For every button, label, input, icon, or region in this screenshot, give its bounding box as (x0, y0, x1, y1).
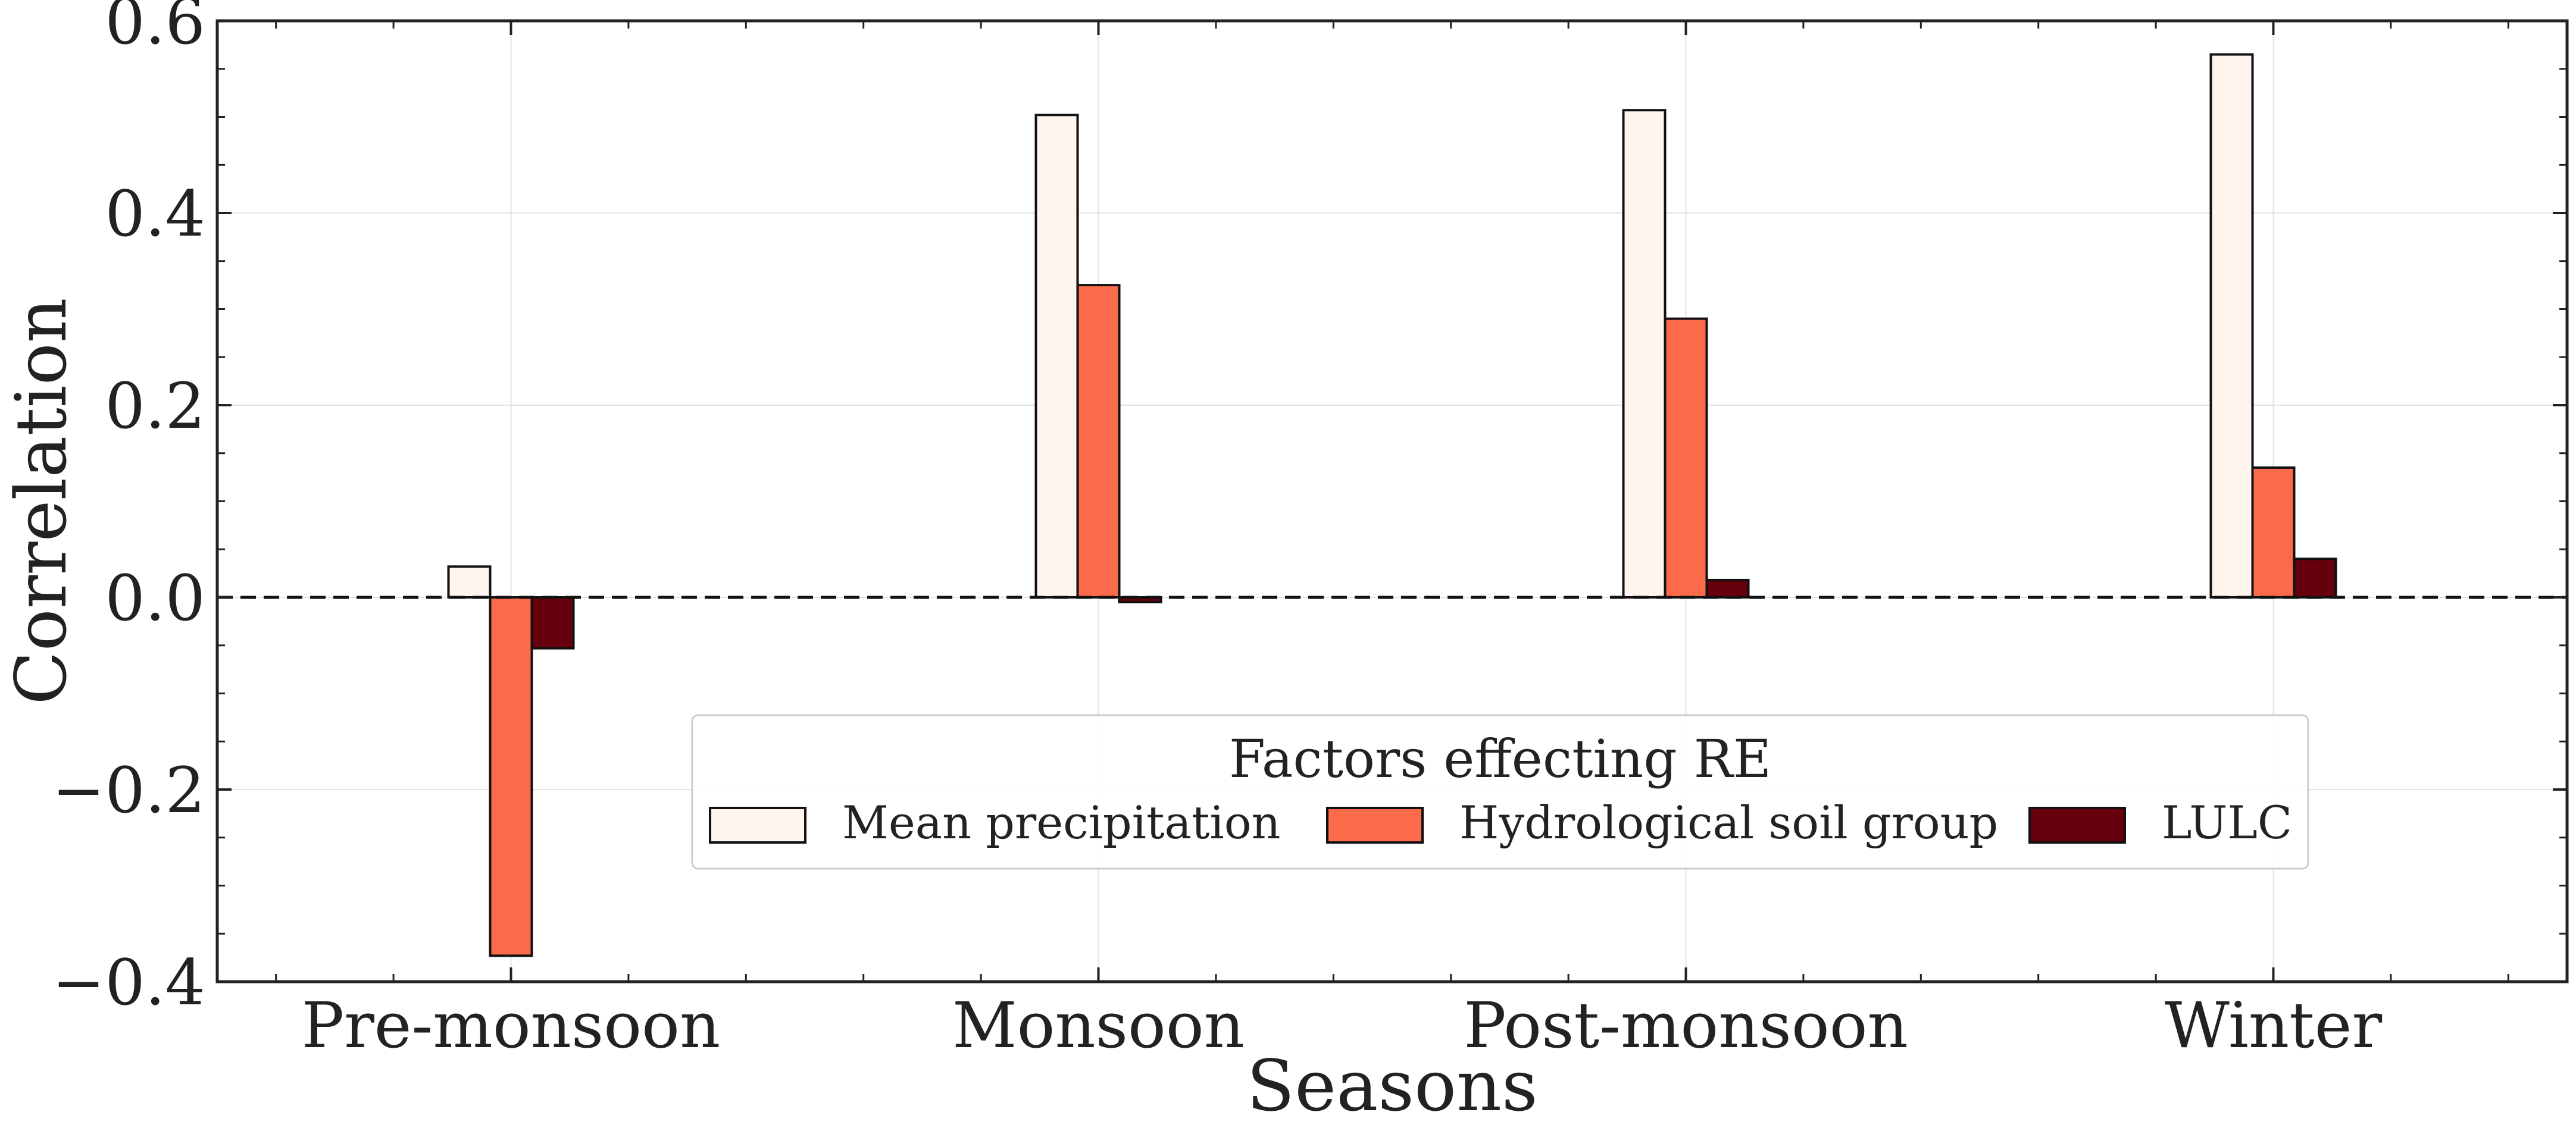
y-tick-label: −0.2 (52, 754, 205, 827)
legend-swatch (709, 807, 806, 844)
legend-entry: LULC (2028, 796, 2292, 849)
y-tick-label: 0.2 (105, 369, 205, 443)
bar (1076, 284, 1121, 599)
bar (2293, 557, 2337, 599)
x-tick-label: Pre-monsoon (302, 989, 720, 1062)
legend-title: Factors effecting RE (1229, 728, 1771, 790)
legend-entry: Mean precipitation (709, 796, 1280, 849)
legend-swatch (2028, 807, 2126, 844)
legend-label: Hydrological soil group (1459, 796, 1998, 849)
legend-entry: Hydrological soil group (1326, 796, 1998, 849)
legend: Factors effecting RE Mean precipitation H… (691, 714, 2309, 870)
x-axis-title: Seasons (1246, 1045, 1537, 1127)
legend-swatch (1326, 807, 1424, 844)
bar (530, 596, 575, 650)
ticks-layer: −0.4 −0.2 0.0 0.2 0.4 0.6 Pre-monsoon Monsoon Po… (52, 0, 2567, 1062)
y-tick-label: 0.0 (105, 562, 205, 635)
bar (1118, 596, 1162, 604)
y-tick-label: −0.4 (52, 946, 205, 1019)
bar (1705, 578, 1750, 599)
bar (447, 565, 492, 599)
y-tick-label: 0.6 (105, 0, 205, 58)
y-axis-title: Correlation (0, 297, 82, 704)
x-tick-label: Monsoon (952, 989, 1245, 1062)
bar (1664, 317, 1708, 599)
x-tick-label: Post-monsoon (1464, 989, 1908, 1062)
bar (1622, 109, 1667, 599)
legend-label: LULC (2162, 796, 2292, 849)
y-tick-label: 0.4 (105, 177, 205, 250)
bar (2209, 53, 2254, 599)
x-tick-label: Winter (2165, 989, 2383, 1062)
bar (1034, 114, 1079, 599)
legend-box (691, 714, 2309, 870)
legend-label: Mean precipitation (842, 796, 1280, 849)
bar (2251, 466, 2296, 599)
legend-entries: Mean precipitation Hydrological soil grou… (709, 796, 2292, 849)
bar (489, 596, 533, 957)
